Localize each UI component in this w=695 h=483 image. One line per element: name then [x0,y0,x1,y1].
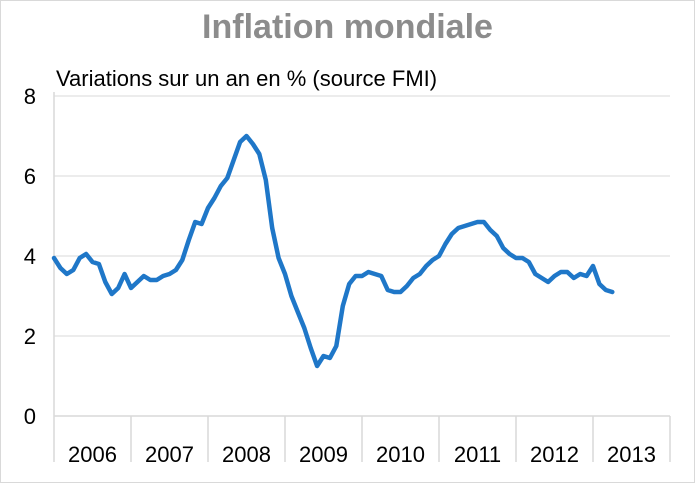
x-tick-label: 2007 [145,442,194,467]
y-tick-label: 8 [24,84,36,109]
chart-subtitle: Variations sur un an en % (source FMI) [56,66,438,91]
x-tick-label: 2010 [376,442,425,467]
x-tick-label: 2008 [222,442,271,467]
x-tick-label: 2013 [607,442,656,467]
axes [53,92,671,462]
chart-title: Inflation mondiale [202,8,493,46]
y-tick-label: 2 [24,324,36,349]
y-tick-labels: 0 2 4 6 8 [24,84,36,429]
series-group [51,133,615,369]
y-tick-label: 0 [24,404,36,429]
x-tick-labels: 2006 2007 2008 2009 2010 2011 2012 2013 [68,442,656,467]
y-tick-label: 4 [24,244,36,269]
y-tick-label: 6 [24,164,36,189]
x-tick-label: 2009 [299,442,348,467]
x-tick-label: 2011 [454,442,501,467]
x-tick-label: 2012 [530,442,579,467]
x-tick-label: 2006 [68,442,117,467]
gridlines [54,95,670,337]
series-line [51,133,615,369]
